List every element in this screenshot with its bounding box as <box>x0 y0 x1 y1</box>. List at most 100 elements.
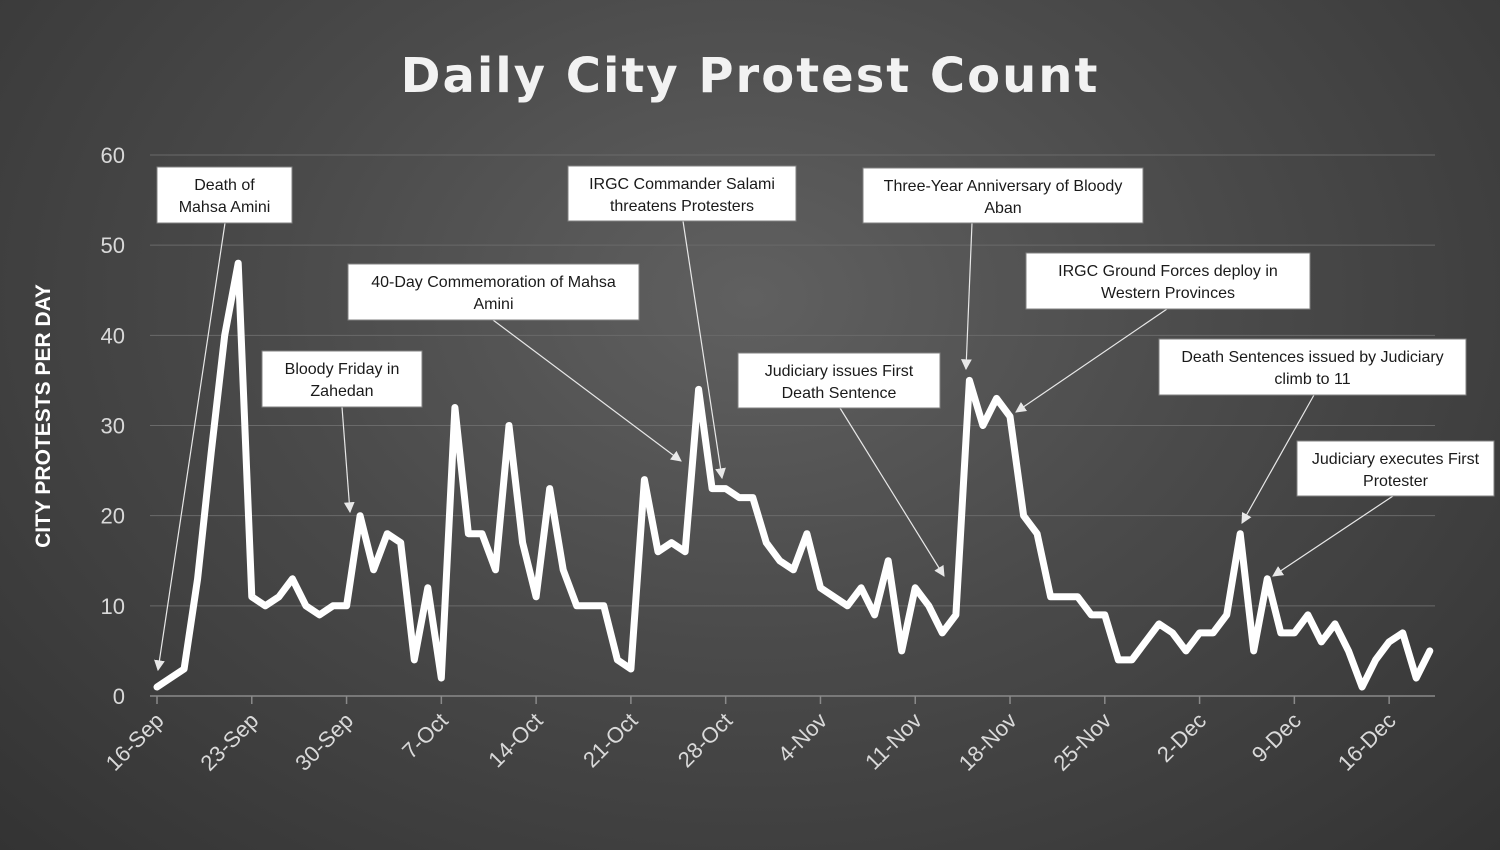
annotation-label: climb to 11 <box>1274 371 1350 388</box>
x-tick-label: 25-Nov <box>1049 708 1117 776</box>
x-tick-label: 2-Dec <box>1152 708 1211 767</box>
x-tick-label: 9-Dec <box>1247 708 1306 767</box>
data-point <box>724 487 727 490</box>
x-tick-label: 11-Nov <box>860 708 927 775</box>
data-point <box>562 568 565 571</box>
data-point <box>1171 631 1174 634</box>
annotation-label: threatens Protesters <box>610 198 754 215</box>
annotation-box <box>261 350 423 408</box>
annotation-arrow <box>1272 495 1394 577</box>
data-point <box>494 568 497 571</box>
data-point <box>1157 622 1160 625</box>
data-point <box>873 613 876 616</box>
data-point <box>318 613 321 616</box>
data-point <box>453 406 456 409</box>
x-tick-label: 16-Sep <box>101 708 169 776</box>
data-point <box>1252 649 1255 652</box>
data-point <box>196 577 199 580</box>
data-point <box>968 379 971 382</box>
data-point <box>399 541 402 544</box>
data-point <box>169 676 172 679</box>
annotation-arrow <box>961 222 973 371</box>
data-point <box>914 586 917 589</box>
data-point <box>765 541 768 544</box>
data-point <box>1022 514 1025 517</box>
data-point <box>332 604 335 607</box>
data-point <box>670 541 673 544</box>
annotation-label: Judiciary issues First <box>765 363 914 380</box>
annotation-label: Western Provinces <box>1101 285 1235 302</box>
annotation-arrow <box>1241 394 1315 524</box>
data-point <box>210 451 213 454</box>
data-point <box>548 487 551 490</box>
data-point <box>981 424 984 427</box>
annotation-label: Death of <box>194 177 255 194</box>
data-point <box>602 604 605 607</box>
data-point <box>738 496 741 499</box>
data-point <box>792 568 795 571</box>
data-point <box>995 397 998 400</box>
data-point <box>1049 595 1052 598</box>
x-tick-label: 14-Oct <box>483 708 547 772</box>
data-point <box>1306 613 1309 616</box>
x-tick-label: 18-Nov <box>954 708 1022 776</box>
data-point <box>183 667 186 670</box>
data-point <box>1361 685 1364 688</box>
data-point <box>846 604 849 607</box>
data-point <box>1388 640 1391 643</box>
data-point <box>1347 649 1350 652</box>
x-tick-label: 23-Sep <box>195 708 263 776</box>
data-point <box>805 532 808 535</box>
data-point <box>1266 577 1269 580</box>
data-point <box>1212 631 1215 634</box>
annotation-label: Bloody Friday in <box>285 361 400 378</box>
annotation-label: 40-Day Commemoration of Mahsa <box>371 274 616 291</box>
data-point <box>1428 649 1431 652</box>
annotation-box <box>1296 440 1495 497</box>
annotation-arrow <box>839 407 945 577</box>
data-point <box>1076 595 1079 598</box>
data-point <box>1090 613 1093 616</box>
data-point <box>359 514 362 517</box>
data-point <box>751 496 754 499</box>
data-point <box>413 658 416 661</box>
annotation-arrow <box>1015 308 1168 413</box>
data-point <box>954 613 957 616</box>
annotation-label: Zahedan <box>310 383 373 400</box>
annotation-label: Judiciary executes First <box>1312 451 1480 468</box>
data-point <box>1279 631 1282 634</box>
data-point <box>1009 415 1012 418</box>
data-point <box>521 541 524 544</box>
data-point <box>1333 622 1336 625</box>
data-point <box>1063 595 1066 598</box>
series-line <box>153 259 1434 691</box>
annotation-box <box>1025 252 1311 310</box>
data-point <box>250 595 253 598</box>
data-point <box>860 586 863 589</box>
data-point <box>819 586 822 589</box>
data-point <box>1130 658 1133 661</box>
annotation-box <box>737 352 941 409</box>
data-point <box>1103 613 1106 616</box>
x-tick-label: 16-Dec <box>1333 708 1401 776</box>
data-point <box>345 604 348 607</box>
data-point <box>1415 676 1418 679</box>
x-tick-label: 30-Sep <box>290 708 358 776</box>
y-tick-label: 60 <box>101 143 125 168</box>
y-tick-label: 10 <box>101 594 125 619</box>
data-point <box>1320 640 1323 643</box>
data-point <box>237 262 240 265</box>
data-point <box>1036 532 1039 535</box>
x-tick-label: 21-Oct <box>578 708 642 772</box>
x-tick-label: 7-Oct <box>397 708 453 764</box>
data-point <box>778 559 781 562</box>
data-point <box>900 649 903 652</box>
annotation-arrow <box>154 222 226 672</box>
annotation-arrow <box>341 406 355 514</box>
data-point <box>927 604 930 607</box>
annotation-label: Mahsa Amini <box>179 199 271 216</box>
data-point <box>508 424 511 427</box>
data-point <box>941 631 944 634</box>
y-axis-label: CITY PROTESTS PER DAY <box>32 284 55 548</box>
annotation-box <box>347 263 640 321</box>
